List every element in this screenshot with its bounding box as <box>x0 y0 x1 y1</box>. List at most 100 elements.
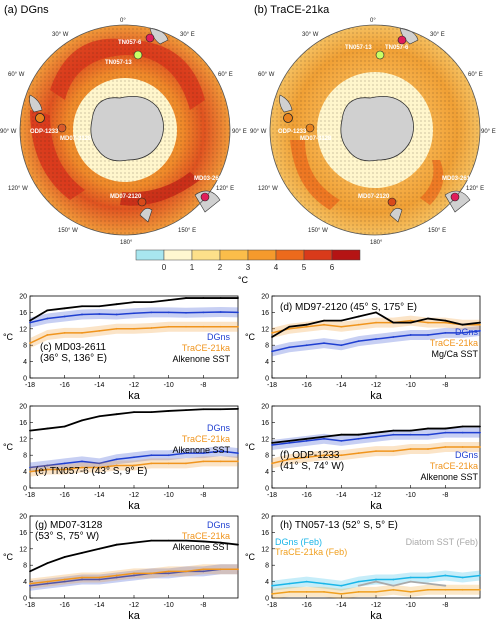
panel-e-point-2-11 <box>219 408 222 411</box>
panel-g-point-0-5 <box>115 576 118 579</box>
panel-f-point-1-8 <box>409 448 412 450</box>
panel-g-point-2-6 <box>133 541 135 544</box>
panel-f-point-1-2 <box>305 456 308 459</box>
map-b-lon-30w: 30° W <box>302 32 319 38</box>
panel-f-ylabel: °C <box>245 442 256 452</box>
panel-c-point-2-6 <box>133 301 135 304</box>
map-b-lon-labels: 0° 30° E 60° E 90° E 120° E 150° E 180° … <box>250 18 496 246</box>
panel-d-point-2-7 <box>392 321 395 324</box>
panel-c-point-0-4 <box>98 313 101 315</box>
map-b-site-marker-3 <box>283 113 293 123</box>
panel-g-title: (g) MD07-3128 <box>35 520 103 531</box>
panel-h-point-0-6 <box>375 578 377 581</box>
panel-e-ytick-label-5: 20 <box>19 404 27 411</box>
panel-c-point-1-11 <box>219 325 222 328</box>
panel-d-title: (d) MD97-2120 (45° S, 175° E) <box>280 302 417 313</box>
map-b-lon-150w: 150° W <box>308 228 328 234</box>
panel-e-ylabel: °C <box>3 442 14 452</box>
panel-g-point-2-5 <box>115 543 118 546</box>
panel-g-legend-1: TraCE-21ka <box>182 531 230 541</box>
panel-e-point-0-11 <box>219 450 222 452</box>
panel-h-point-1-12 <box>479 588 481 591</box>
panel-h-point-1-10 <box>444 588 447 591</box>
panel-e-point-2-1 <box>46 427 49 430</box>
panel-f-point-2-2 <box>305 437 308 440</box>
panel-d-legend-2: Mg/Ca SST <box>431 349 478 359</box>
map-a-lon-90w: 90° W <box>0 129 17 135</box>
timeseries-panels: 0 4 8 12 16 20 -18 -16 -14 -12 -10 -8 ka °C (c) MD03-2… <box>3 294 481 620</box>
map-b-site-marker-1 <box>397 35 407 45</box>
panel-e-ytick-label-0: 0 <box>23 486 27 493</box>
map-b-lon-30e: 30° E <box>430 32 445 38</box>
map-a-south-america <box>29 94 43 113</box>
panel-c-point-0-12 <box>237 311 239 314</box>
map-b-site-marker-6 <box>450 192 460 202</box>
map-b-antarctica <box>340 95 414 162</box>
panel-h-xtick-label-1: -16 <box>302 602 312 609</box>
panel-e-point-2-3 <box>81 419 83 422</box>
panel-g-ytick-label-3: 12 <box>19 546 27 553</box>
panel-h-xtick-label-3: -12 <box>371 602 381 609</box>
panel-c-ytick-label-5: 20 <box>19 294 27 301</box>
panel-h-ytick-label-5: 20 <box>261 514 269 521</box>
map-b-lon-90e: 90° E <box>481 129 496 135</box>
panel-h-ytick-label-4: 16 <box>261 530 269 537</box>
panel-f-xtick-label-2: -14 <box>336 492 346 499</box>
panel-c-point-2-8 <box>167 299 170 301</box>
panel-c-ytick-label-4: 16 <box>19 310 27 317</box>
panel-d-ytick-label-3: 12 <box>261 326 269 333</box>
colorbar-unit: °C <box>238 275 249 285</box>
panel-h-ylabel: °C <box>245 552 256 562</box>
panel-f-point-1-11 <box>461 446 464 448</box>
panel-e-point-1-5 <box>115 464 118 467</box>
panel-h-ytick-label-1: 4 <box>265 579 269 586</box>
panel-h-point-2-0 <box>357 584 360 587</box>
panel-g-subtitle: (53° S, 75° W) <box>35 531 99 542</box>
map-a-site-label-4: MD07-3128 <box>60 136 92 142</box>
colorbar-cell-0 <box>135 249 165 261</box>
panel-h-point-1-11 <box>461 588 464 591</box>
panel-c-point-0-2 <box>63 315 66 318</box>
panel-g-point-2-2 <box>63 556 66 558</box>
panel-g-point-1-1 <box>46 580 49 583</box>
panel-c-point-1-5 <box>115 327 118 330</box>
map-a-lon-labels: 0° 30° E 60° E 90° E 120° E 150° E 180° … <box>0 18 247 246</box>
panel-c-legend-1: TraCE-21ka <box>182 343 230 353</box>
panel-f-point-0-10 <box>444 431 447 434</box>
panel-f-band-0 <box>272 427 480 450</box>
panel-h-series-line-2 <box>358 580 446 587</box>
panel-h-point-0-10 <box>444 574 447 577</box>
panel-h-ytick-label-3: 12 <box>261 546 269 553</box>
panel-e-point-1-6 <box>133 464 135 467</box>
panel-d-xtick-label-5: -8 <box>442 382 448 389</box>
panel-f-point-2-8 <box>409 429 412 432</box>
panel-d-point-0-10 <box>444 332 447 334</box>
panel-g-ytick-label-2: 8 <box>23 563 27 570</box>
panel-e-point-0-9 <box>185 452 187 455</box>
colorbar-tick-3: 3 <box>246 263 251 272</box>
panel-f-ytick-label-0: 0 <box>265 486 269 493</box>
panel-d-point-0-11 <box>461 332 464 334</box>
panel-d-point-1-9 <box>427 321 429 324</box>
map-a-title: (a) DGns <box>4 4 49 16</box>
panel-f-point-0-12 <box>479 431 481 434</box>
panel-d-ytick-label-4: 16 <box>261 310 269 317</box>
panel-d-band-0 <box>272 325 480 357</box>
panel-f: 0 4 8 12 16 20 -18 -16 -14 -12 -10 -8 ka °C (f) ODP-12… <box>245 404 481 512</box>
panel-f-xtick-label-1: -16 <box>302 492 312 499</box>
panel-c-legend-2: Alkenone SST <box>172 354 230 364</box>
panel-c-point-2-0 <box>29 319 31 322</box>
panel-c-point-1-2 <box>63 332 66 334</box>
panel-d-point-0-2 <box>305 344 308 347</box>
map-a-site-marker-6 <box>200 192 210 202</box>
panel-d-point-0-9 <box>427 334 429 336</box>
panel-g-point-1-4 <box>98 576 101 579</box>
map-a-lon-120w: 120° W <box>8 186 28 192</box>
panel-h-legend-1: TraCE-21ka (Feb) <box>275 547 347 557</box>
panel-e-band-1 <box>30 456 238 477</box>
panel-g-legend-0: DGns <box>207 520 231 530</box>
panel-g-point-1-10 <box>202 568 205 571</box>
panel-f-point-0-7 <box>392 433 395 436</box>
panel-e-point-2-12 <box>237 407 239 410</box>
panel-g-ytick-label-1: 4 <box>23 579 27 586</box>
